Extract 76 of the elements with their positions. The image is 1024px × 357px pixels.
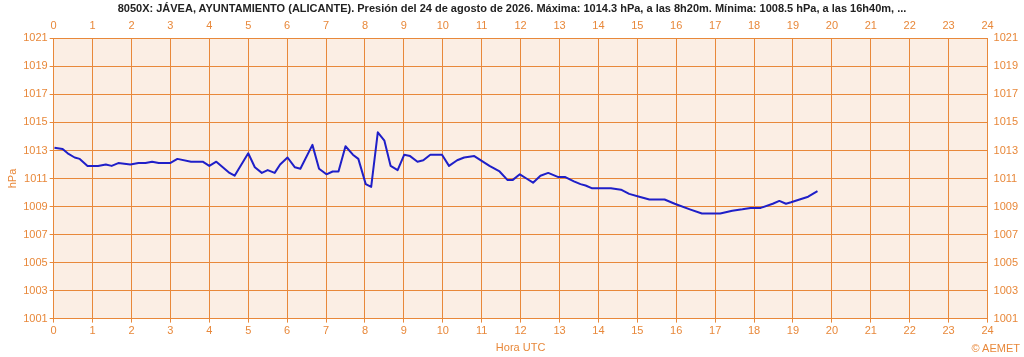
x-tick-label: 11 bbox=[475, 324, 488, 337]
y-tick-label: 1021 bbox=[23, 31, 48, 44]
x2-tick-label: 7 bbox=[322, 18, 330, 31]
x-tick-label: 16 bbox=[670, 324, 683, 337]
y-tick-label: 1019 bbox=[23, 59, 48, 72]
x2-tick-label: 17 bbox=[709, 18, 722, 31]
x2-tick-label: 23 bbox=[942, 18, 955, 31]
x-tick-label: 23 bbox=[942, 324, 955, 337]
x2-tick-label: 4 bbox=[206, 18, 213, 31]
y-tick-label: 1001 bbox=[23, 311, 48, 324]
x-tick-label: 19 bbox=[786, 324, 800, 337]
x-tick-label: 24 bbox=[981, 324, 994, 337]
x-tick-label: 12 bbox=[514, 324, 527, 337]
x2-tick-label: 12 bbox=[514, 18, 527, 31]
x-tick-label: 13 bbox=[553, 324, 566, 337]
y2-tick-label: 1017 bbox=[993, 87, 1019, 100]
x-tick-label: 0 bbox=[50, 324, 57, 337]
y2-tick-label: 1007 bbox=[993, 227, 1019, 240]
x2-tick-label: 3 bbox=[167, 18, 174, 31]
x-tick-label: 4 bbox=[206, 324, 213, 337]
text: © AEMET bbox=[971, 341, 1021, 354]
y2-tick-label: 1009 bbox=[993, 199, 1019, 212]
x2-tick-label: 5 bbox=[245, 18, 252, 31]
x-tick-label: 20 bbox=[825, 324, 839, 337]
y-tick-label: 1005 bbox=[23, 255, 48, 268]
y-tick-label: 1007 bbox=[23, 227, 48, 240]
y2-tick-label: 1021 bbox=[993, 31, 1019, 44]
x2-tick-label: 6 bbox=[284, 18, 291, 31]
x2-tick-label: 8 bbox=[361, 18, 369, 31]
x2-tick-label: 9 bbox=[400, 18, 407, 31]
x2-tick-label: 14 bbox=[592, 18, 605, 31]
x2-tick-label: 1 bbox=[89, 18, 96, 31]
x-tick-label: 7 bbox=[322, 324, 330, 337]
x2-tick-label: 21 bbox=[864, 18, 877, 31]
y2-tick-label: 1001 bbox=[993, 311, 1019, 324]
x2-tick-label: 18 bbox=[747, 18, 761, 31]
x2-tick-label: 11 bbox=[475, 18, 488, 31]
y-tick-label: 1003 bbox=[23, 283, 48, 296]
y2-tick-label: 1005 bbox=[993, 255, 1019, 268]
y-tick-label: 1013 bbox=[23, 143, 48, 156]
x2-tick-label: 22 bbox=[903, 18, 916, 31]
y2-tick-label: 1015 bbox=[993, 115, 1019, 128]
x-tick-label: 9 bbox=[400, 324, 407, 337]
x-tick-label: 8 bbox=[361, 324, 369, 337]
y2-tick-label: 1003 bbox=[993, 283, 1019, 296]
y2-tick-label: 1019 bbox=[993, 59, 1019, 72]
x-tick-label: 15 bbox=[631, 324, 644, 337]
x-tick-label: 14 bbox=[592, 324, 605, 337]
x-tick-label: 2 bbox=[128, 324, 135, 337]
x2-tick-label: 24 bbox=[981, 18, 994, 31]
x-tick-label: 22 bbox=[903, 324, 916, 337]
x2-tick-label: 0 bbox=[50, 18, 57, 31]
x-tick-label: 1 bbox=[89, 324, 96, 337]
x-tick-label: 6 bbox=[284, 324, 291, 337]
x2-tick-label: 10 bbox=[436, 18, 449, 31]
x2-tick-label: 20 bbox=[825, 18, 839, 31]
x2-tick-label: 13 bbox=[553, 18, 566, 31]
x2-tick-label: 2 bbox=[128, 18, 135, 31]
y-axis-title: hPa bbox=[5, 167, 18, 189]
y-tick-label: 1017 bbox=[23, 87, 48, 100]
x-tick-label: 10 bbox=[436, 324, 449, 337]
x-tick-label: 21 bbox=[864, 324, 877, 337]
x-tick-label: 17 bbox=[709, 324, 722, 337]
x-tick-label: 5 bbox=[245, 324, 252, 337]
x-tick-label: 3 bbox=[167, 324, 174, 337]
y-tick-label: 1011 bbox=[24, 171, 48, 184]
x2-tick-label: 19 bbox=[786, 18, 800, 31]
x2-tick-label: 16 bbox=[670, 18, 683, 31]
x2-tick-label: 15 bbox=[631, 18, 644, 31]
y2-tick-label: 1013 bbox=[993, 143, 1019, 156]
y2-tick-label: 1011 bbox=[993, 171, 1018, 184]
x-axis-title: Hora UTC bbox=[495, 341, 546, 354]
chart-title: 8050X: JÁVEA, AYUNTAMIENTO (ALICANTE). Presión del 24 de agosto de 2026. Máxima: 1014.3 hPa, a las 8h20m. Mínima: 1008.5 hPa, a las 16h40m, ... bbox=[117, 1, 907, 14]
y-tick-label: 1009 bbox=[23, 199, 48, 212]
x-tick-label: 18 bbox=[747, 324, 761, 337]
y-tick-label: 1015 bbox=[23, 115, 48, 128]
